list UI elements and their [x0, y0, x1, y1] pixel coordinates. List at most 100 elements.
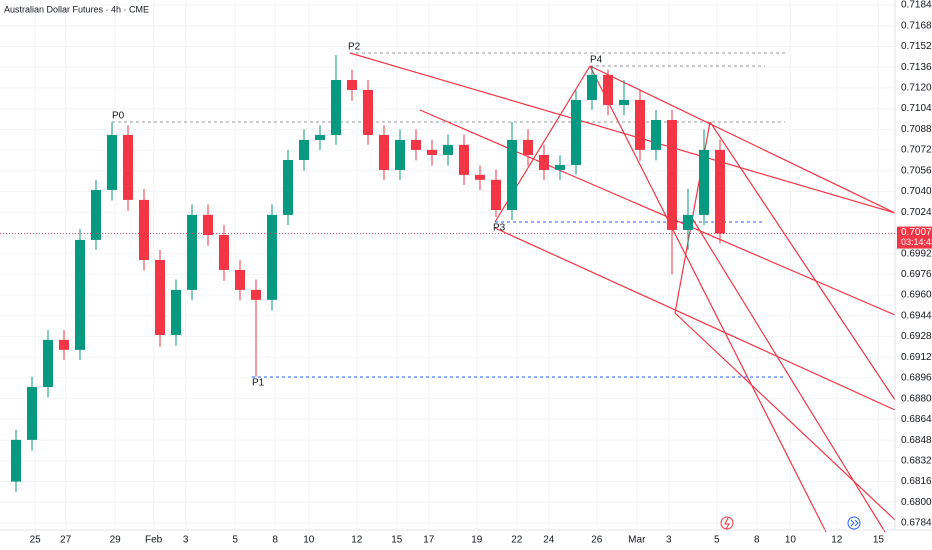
candle-body [315, 135, 325, 140]
last-price-label: 0.70075 [901, 227, 932, 238]
candle-body [587, 74, 597, 100]
x-tick-label: Feb [145, 535, 163, 546]
candle-body [203, 214, 213, 235]
y-tick-label: 0.67840 [901, 518, 932, 529]
x-tick-label: Mar [628, 535, 646, 546]
x-tick-label: 3 [666, 535, 672, 546]
x-tick-label: 5 [232, 535, 238, 546]
scroll-icon[interactable] [847, 516, 861, 530]
alert-icon-bolt [724, 517, 730, 530]
x-tick-label: 15 [873, 535, 885, 546]
candle-body [59, 339, 69, 350]
candle-body [491, 179, 501, 210]
candle-body [11, 439, 21, 482]
x-tick-label: 22 [511, 535, 523, 546]
x-tick-label: 17 [423, 535, 435, 546]
candle-body [683, 214, 693, 230]
last-price-box [897, 226, 932, 249]
candle-body [107, 135, 117, 190]
candle-body [427, 149, 437, 155]
pitchfork-line [349, 52, 896, 214]
x-tick-label: 25 [30, 535, 42, 546]
candle-body [123, 135, 133, 200]
candle-body [507, 139, 517, 210]
candle-body [395, 139, 405, 170]
x-tick-label: 29 [110, 535, 122, 546]
x-tick-label: 8 [754, 535, 760, 546]
scroll-icon-arrows [850, 519, 859, 527]
candle-body [171, 289, 181, 335]
candle-body [715, 149, 725, 234]
alert-icon[interactable] [720, 516, 734, 530]
candle-body [27, 387, 37, 440]
candles [11, 54, 725, 492]
pitchfork-line [494, 227, 896, 411]
candle-body [475, 174, 485, 180]
candle-body [635, 99, 645, 150]
candle-body [459, 144, 469, 175]
x-tick-label: 12 [831, 535, 843, 546]
pitchfork-line [709, 121, 896, 401]
candle-body [75, 239, 85, 350]
candle-body [443, 144, 453, 155]
candle-body [219, 234, 229, 270]
x-tick-label: 27 [60, 535, 72, 546]
candle-body [523, 139, 533, 155]
candle-body [603, 74, 613, 105]
countdown-label: 03:14:43 [901, 237, 932, 247]
pitchfork-line [589, 65, 896, 214]
pitchfork-line [589, 65, 827, 533]
candle-body [555, 164, 565, 170]
x-tick-label: 26 [591, 535, 603, 546]
candle-body [43, 339, 53, 388]
candle-body [187, 214, 197, 290]
candle-body [235, 269, 245, 290]
candle-body [283, 160, 293, 215]
point-label: P0 [112, 111, 125, 122]
x-tick-label: 5 [714, 535, 720, 546]
candle-body [299, 139, 309, 161]
point-label: P4 [590, 55, 603, 66]
point-label: P1 [252, 378, 265, 389]
grid [0, 0, 895, 530]
x-tick-label: 10 [303, 535, 315, 546]
drawings [112, 52, 896, 533]
candle-body [251, 289, 261, 300]
x-tick-label: 12 [351, 535, 363, 546]
candle-body [139, 199, 149, 260]
pitchfork-line [674, 312, 896, 521]
point-label: P3 [493, 223, 506, 234]
candle-body [379, 135, 389, 170]
candle-body [651, 119, 661, 150]
candle-body [571, 99, 581, 165]
candle-body [539, 154, 549, 170]
chart-title: Australian Dollar Futures · 4h · CME [4, 4, 149, 14]
candle-body [363, 89, 373, 136]
point-label: P2 [348, 42, 361, 53]
